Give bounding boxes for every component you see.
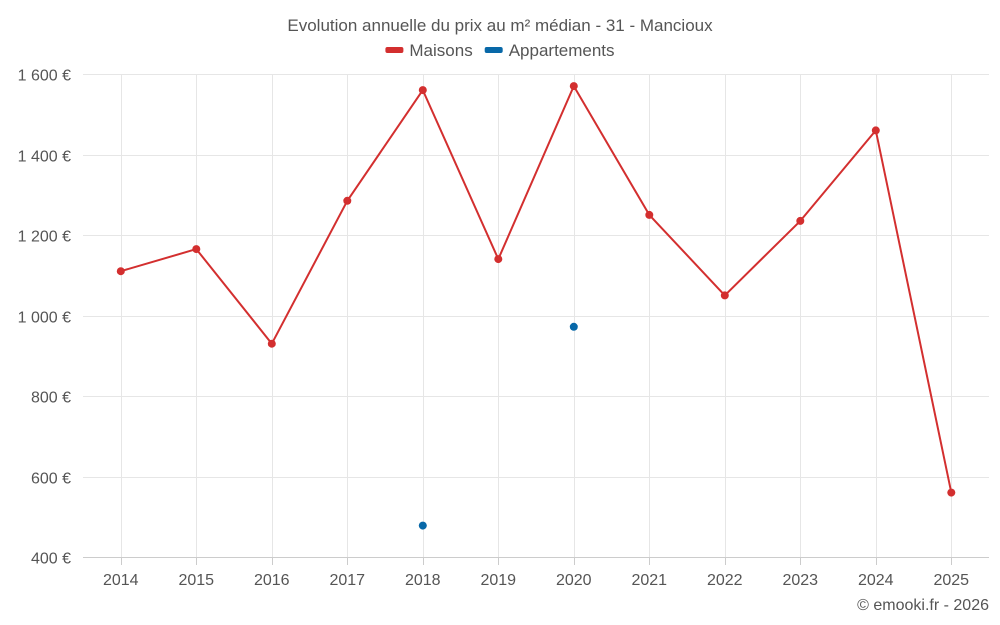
data-point-appartements[interactable] xyxy=(569,322,578,331)
x-axis: 2014 2015 2016 2017 2018 2019 2020 2021 2022 2023… xyxy=(83,557,989,589)
grid xyxy=(83,74,989,557)
x-tick-label: 2024 xyxy=(858,572,894,589)
legend-marker xyxy=(484,47,503,53)
x-tick-label: 2015 xyxy=(178,572,214,589)
y-axis: 400 € 600 € 800 € 1 000 € 1 200 € 1 400 € 1 60… xyxy=(18,68,71,568)
data-point-maisons[interactable] xyxy=(494,255,503,264)
y-tick-label: 400 € xyxy=(31,551,71,568)
data-point-maisons[interactable] xyxy=(871,126,880,135)
series-appartements xyxy=(418,322,578,530)
data-point-maisons[interactable] xyxy=(645,210,654,219)
legend-marker xyxy=(385,47,404,53)
y-tick-label: 1 600 € xyxy=(18,68,71,85)
data-point-maisons[interactable] xyxy=(267,339,276,348)
x-tick-label: 2020 xyxy=(556,572,592,589)
y-tick-label: 600 € xyxy=(31,471,71,488)
x-tick-label: 2025 xyxy=(933,572,969,589)
x-tick-label: 2021 xyxy=(631,572,667,589)
x-tick-label: 2018 xyxy=(405,572,441,589)
credit-text: © emooki.fr - 2026 xyxy=(857,597,989,614)
series-maisons xyxy=(116,82,956,497)
data-point-maisons[interactable] xyxy=(569,82,578,91)
legend-label: Maisons xyxy=(409,41,472,60)
legend-item-maisons[interactable]: Maisons xyxy=(385,41,473,60)
data-point-maisons[interactable] xyxy=(418,86,427,95)
y-tick-label: 1 400 € xyxy=(18,149,71,166)
data-point-maisons[interactable] xyxy=(796,216,805,225)
series-layer xyxy=(116,82,956,530)
legend-label: Appartements xyxy=(509,41,615,60)
x-tick-label: 2022 xyxy=(707,572,743,589)
y-tick-label: 1 200 € xyxy=(18,229,71,246)
legend: Maisons Appartements xyxy=(385,41,615,60)
series-line-maisons xyxy=(119,85,953,494)
x-tick-label: 2019 xyxy=(480,572,516,589)
x-tick-label: 2023 xyxy=(782,572,818,589)
data-point-maisons[interactable] xyxy=(947,488,956,497)
x-tick-label: 2014 xyxy=(103,572,139,589)
chart-title: Evolution annuelle du prix au m² médian … xyxy=(287,16,713,35)
y-tick-label: 800 € xyxy=(31,390,71,407)
y-tick-label: 1 000 € xyxy=(18,310,71,327)
x-tick-label: 2017 xyxy=(329,572,365,589)
data-point-maisons[interactable] xyxy=(343,196,352,205)
x-tick-label: 2016 xyxy=(254,572,290,589)
data-point-maisons[interactable] xyxy=(720,291,729,300)
legend-item-appartements[interactable]: Appartements xyxy=(484,41,615,60)
data-point-maisons[interactable] xyxy=(116,267,125,276)
data-point-appartements[interactable] xyxy=(418,521,427,530)
data-point-maisons[interactable] xyxy=(192,245,201,254)
